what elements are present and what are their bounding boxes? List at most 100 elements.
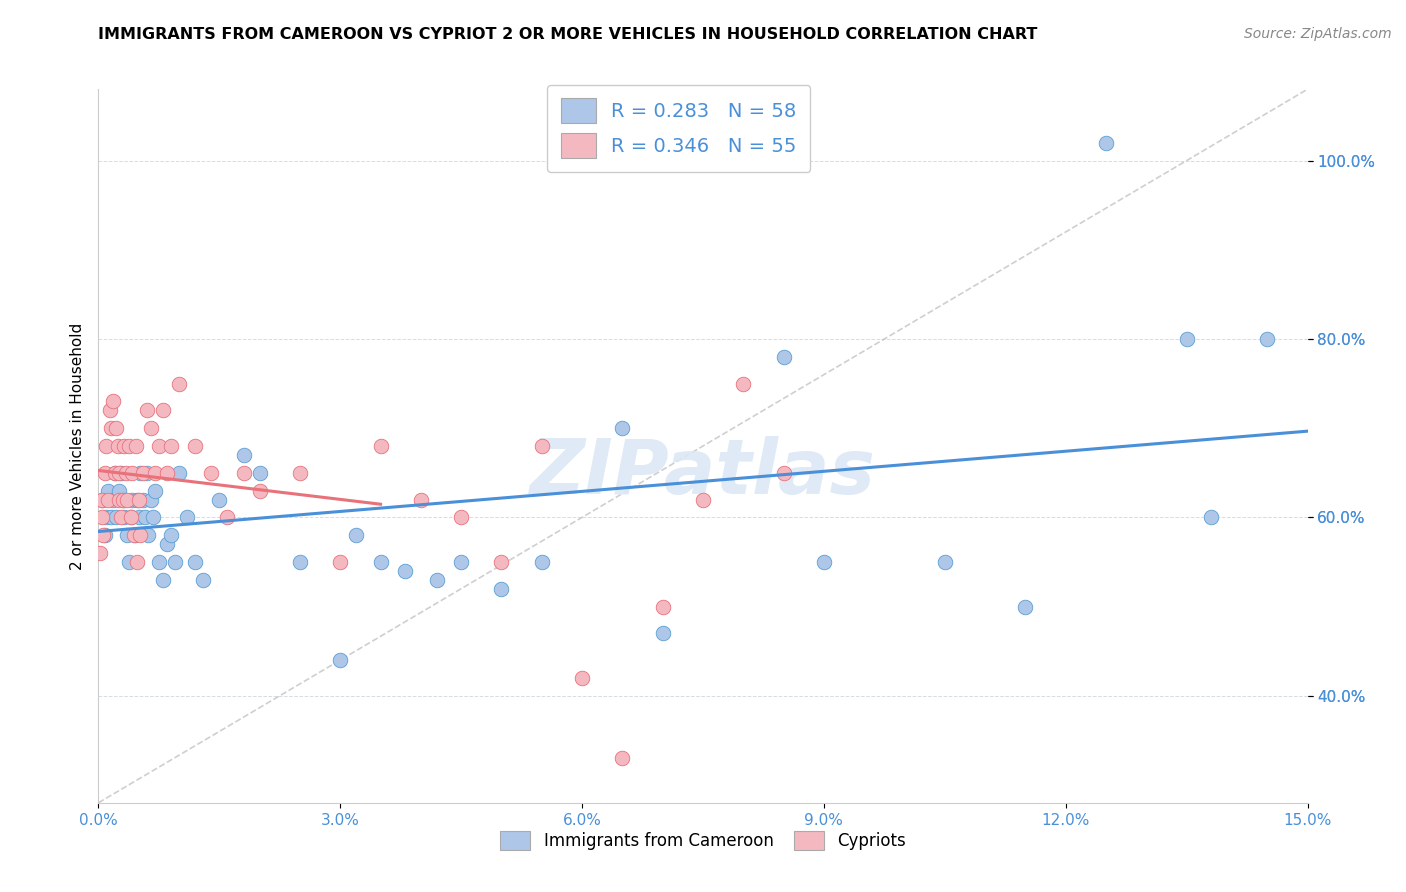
Point <box>143 466 166 480</box>
Point <box>121 466 143 480</box>
Point <box>156 537 179 551</box>
Point <box>176 510 198 524</box>
Point <box>114 466 136 480</box>
Point <box>101 492 124 507</box>
Point <box>142 510 165 524</box>
Point <box>90 510 112 524</box>
Point <box>329 653 352 667</box>
Y-axis label: 2 or more Vehicles in Household: 2 or more Vehicles in Household <box>69 322 84 570</box>
Point <box>217 510 239 524</box>
Point <box>450 510 472 524</box>
Point <box>129 466 152 480</box>
Point <box>139 421 162 435</box>
Point <box>733 376 755 391</box>
Point <box>160 528 183 542</box>
Point <box>1014 599 1036 614</box>
Point <box>94 528 117 542</box>
Point <box>110 466 132 480</box>
Point <box>612 751 634 765</box>
Point <box>288 555 311 569</box>
Point <box>148 555 170 569</box>
Point <box>571 671 593 685</box>
Point <box>129 528 152 542</box>
Point <box>152 573 174 587</box>
Point <box>370 439 392 453</box>
Point <box>120 510 142 524</box>
Point <box>491 555 513 569</box>
Point <box>394 564 416 578</box>
Point <box>89 546 111 560</box>
Point <box>152 403 174 417</box>
Point <box>1199 510 1222 524</box>
Point <box>108 466 131 480</box>
Point <box>118 555 141 569</box>
Point <box>100 421 122 435</box>
Point <box>105 421 128 435</box>
Text: ZIPatlas: ZIPatlas <box>530 436 876 509</box>
Point <box>111 492 134 507</box>
Point <box>107 483 129 498</box>
Point <box>107 492 129 507</box>
Point <box>409 492 432 507</box>
Point <box>163 555 186 569</box>
Point <box>115 528 138 542</box>
Point <box>135 466 157 480</box>
Point <box>249 483 271 498</box>
Point <box>156 466 179 480</box>
Point <box>139 492 162 507</box>
Point <box>134 510 156 524</box>
Point <box>184 439 207 453</box>
Point <box>96 510 118 524</box>
Point <box>772 350 794 364</box>
Point <box>132 466 155 480</box>
Point <box>122 528 145 542</box>
Point <box>426 573 449 587</box>
Point <box>103 466 125 480</box>
Point <box>232 466 254 480</box>
Point <box>167 376 190 391</box>
Point <box>138 528 160 542</box>
Point <box>1175 332 1198 346</box>
Point <box>94 466 117 480</box>
Point <box>97 492 120 507</box>
Point <box>184 555 207 569</box>
Point <box>193 573 215 587</box>
Point <box>101 394 124 409</box>
Point <box>96 439 118 453</box>
Point <box>232 448 254 462</box>
Point <box>813 555 835 569</box>
Point <box>128 492 150 507</box>
Point <box>91 492 114 507</box>
Point <box>111 492 134 507</box>
Point <box>97 483 120 498</box>
Legend: Immigrants from Cameroon, Cypriots: Immigrants from Cameroon, Cypriots <box>492 822 914 859</box>
Point <box>692 492 714 507</box>
Point <box>120 510 142 524</box>
Point <box>450 555 472 569</box>
Point <box>1256 332 1278 346</box>
Point <box>91 492 114 507</box>
Point <box>135 403 157 417</box>
Point <box>143 483 166 498</box>
Point <box>370 555 392 569</box>
Point <box>329 555 352 569</box>
Point <box>124 528 146 542</box>
Point <box>772 466 794 480</box>
Point <box>651 599 673 614</box>
Point <box>160 439 183 453</box>
Point <box>651 626 673 640</box>
Point <box>127 555 149 569</box>
Point <box>249 466 271 480</box>
Point <box>107 439 129 453</box>
Point <box>167 466 190 480</box>
Point <box>117 492 139 507</box>
Point <box>132 492 155 507</box>
Point <box>100 510 122 524</box>
Point <box>98 403 121 417</box>
Point <box>208 492 231 507</box>
Point <box>200 466 222 480</box>
Point <box>934 555 956 569</box>
Point <box>148 439 170 453</box>
Point <box>112 439 135 453</box>
Point <box>1095 136 1118 150</box>
